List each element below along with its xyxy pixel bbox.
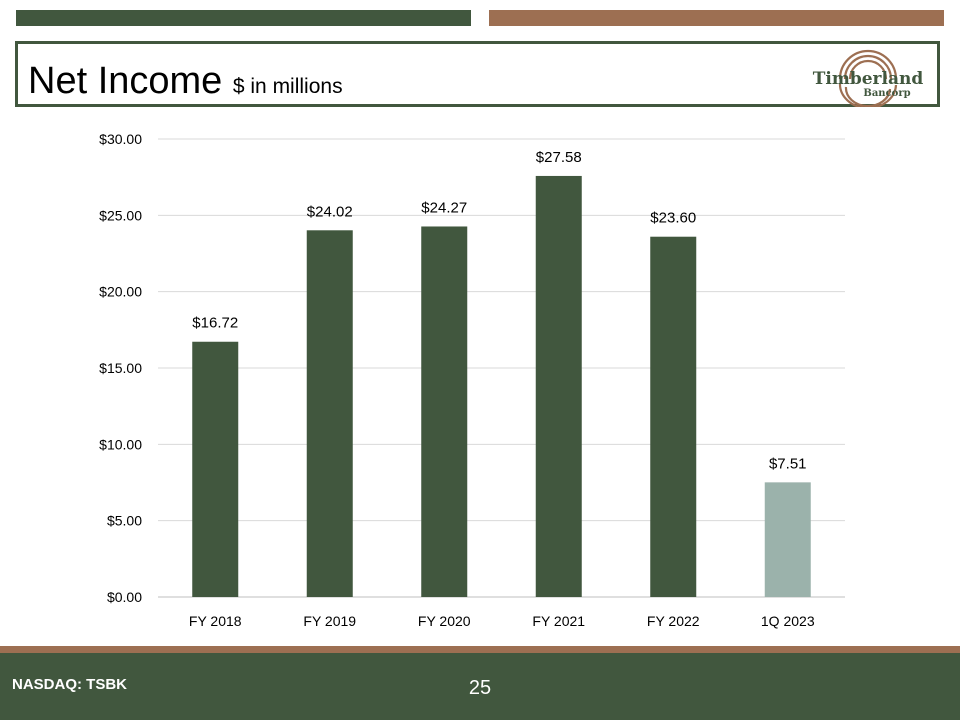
logo-text-main: Timberland [813,69,924,89]
data-label: $27.58 [536,149,582,166]
y-tick-label: $0.00 [107,589,142,605]
x-tick-label: 1Q 2023 [761,613,815,629]
title-subtitle: $ in millions [232,75,343,98]
top-accent-bar-brown [489,10,944,26]
footer-bar: NASDAQ: TSBK 25 [0,653,960,720]
data-label: $16.72 [192,315,238,332]
data-label: $24.02 [307,203,353,220]
bar [306,230,353,597]
footer-ticker: NASDAQ: TSBK [12,676,127,693]
net-income-bar-chart: $0.00 $5.00 $10.00 $15.00 $20.00 $25.00 $30.00… [99,131,845,629]
page-number: 25 [468,677,492,699]
timberland-logo: Timberland Bancorp [798,49,938,107]
y-tick-label: $30.00 [99,131,142,147]
y-tick-label: $15.00 [99,360,142,376]
title-box: Net Income $ in millions Timberland Banc… [15,41,940,107]
y-tick-label: $25.00 [99,207,142,223]
bar [535,175,582,598]
bar [650,236,697,597]
title-main: Net Income [28,60,223,102]
bar [192,341,239,597]
footer-accent-stripe [0,646,960,653]
slide-title: Net Income $ in millions [28,62,343,100]
x-tick-label: FY 2020 [418,613,471,629]
top-accent-bar-green [16,10,471,26]
bar [421,226,468,597]
x-tick-label: FY 2019 [303,613,356,629]
x-tick-label: FY 2022 [647,613,700,629]
data-label: $7.51 [769,455,807,472]
y-tick-label: $10.00 [99,436,142,452]
logo-text-sub: Bancorp [863,88,910,99]
y-tick-label: $5.00 [107,513,142,529]
x-tick-label: FY 2021 [532,613,585,629]
data-label: $23.60 [650,210,696,227]
data-label: $24.27 [421,199,467,216]
y-tick-label: $20.00 [99,284,142,300]
bar [764,482,811,597]
x-tick-label: FY 2018 [189,613,242,629]
